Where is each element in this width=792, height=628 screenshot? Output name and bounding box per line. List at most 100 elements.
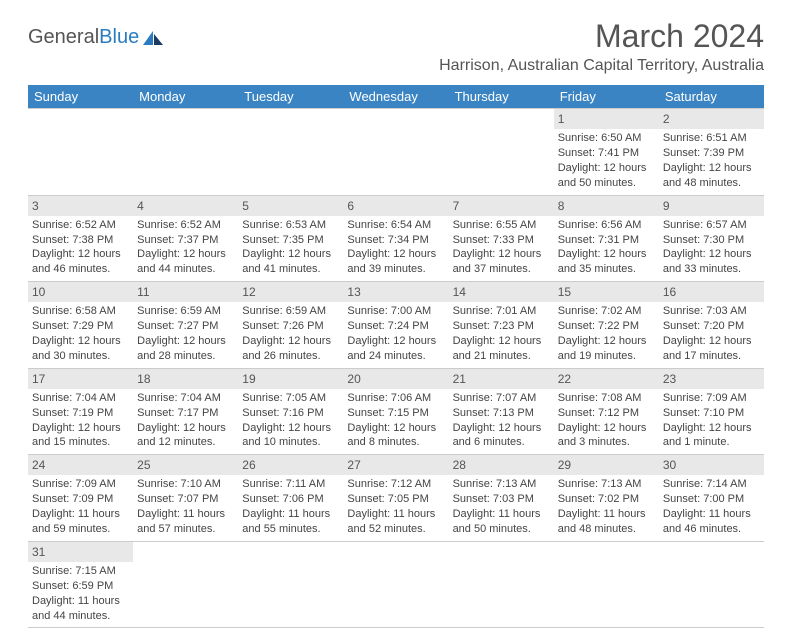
brand-logo: GeneralBlue — [28, 26, 165, 49]
day-number: 28 — [449, 455, 554, 475]
brand-text: GeneralBlue — [28, 26, 139, 49]
day-detail-line: Daylight: 12 hours — [663, 161, 760, 176]
day-detail-line: Sunset: 7:22 PM — [558, 319, 655, 334]
day-detail-line: Sunrise: 7:12 AM — [347, 477, 444, 492]
calendar-body: 1Sunrise: 6:50 AMSunset: 7:41 PMDaylight… — [28, 109, 764, 628]
day-detail-line: Sunrise: 7:13 AM — [453, 477, 550, 492]
day-detail-line: Daylight: 11 hours — [242, 507, 339, 522]
title-block: March 2024 Harrison, Australian Capital … — [439, 18, 764, 75]
day-of-week-header: Wednesday — [343, 85, 448, 109]
calendar-day-cell: 10 Sunrise: 6:58 AMSunset: 7:29 PMDayligh… — [28, 282, 133, 369]
day-detail-line: Sunrise: 7:04 AM — [32, 391, 129, 406]
day-detail-line: Sunset: 7:07 PM — [137, 492, 234, 507]
day-detail-line: and 8 minutes. — [347, 435, 444, 450]
calendar-week-row: 24Sunrise: 7:09 AMSunset: 7:09 PMDayligh… — [28, 455, 764, 542]
calendar-day-cell: 4Sunrise: 6:52 AMSunset: 7:37 PMDaylight… — [133, 195, 238, 282]
day-detail-line: Sunrise: 7:06 AM — [347, 391, 444, 406]
day-detail-line: Sunrise: 6:55 AM — [453, 218, 550, 233]
day-number: 14 — [449, 282, 554, 302]
day-detail-line: Daylight: 11 hours — [137, 507, 234, 522]
day-number — [554, 542, 659, 562]
day-detail-line: Daylight: 12 hours — [347, 247, 444, 262]
day-detail-line: Sunset: 7:10 PM — [663, 406, 760, 421]
calendar-table: SundayMondayTuesdayWednesdayThursdayFrid… — [28, 85, 764, 628]
day-detail-line: Sunset: 7:27 PM — [137, 319, 234, 334]
calendar-day-cell — [133, 541, 238, 628]
day-detail-line: and 17 minutes. — [663, 349, 760, 364]
day-detail-line: and 33 minutes. — [663, 262, 760, 277]
brand-part2: Blue — [99, 26, 139, 48]
calendar-day-cell — [449, 541, 554, 628]
sail-icon — [141, 29, 165, 47]
day-detail-line: and 37 minutes. — [453, 262, 550, 277]
day-detail-line: Daylight: 11 hours — [663, 507, 760, 522]
calendar-day-cell: 5Sunrise: 6:53 AMSunset: 7:35 PMDaylight… — [238, 195, 343, 282]
day-number — [238, 109, 343, 129]
day-detail-line: Sunset: 7:29 PM — [32, 319, 129, 334]
day-number — [449, 542, 554, 562]
day-number: 13 — [343, 282, 448, 302]
day-detail-line: Sunrise: 6:59 AM — [137, 304, 234, 319]
day-detail-line: and 50 minutes. — [453, 522, 550, 537]
day-number — [133, 542, 238, 562]
day-detail-line: Daylight: 12 hours — [558, 334, 655, 349]
day-of-week-header: Friday — [554, 85, 659, 109]
day-detail-line: and 6 minutes. — [453, 435, 550, 450]
day-number: 24 — [28, 455, 133, 475]
calendar-day-cell — [343, 109, 448, 196]
day-detail-line: Sunrise: 6:54 AM — [347, 218, 444, 233]
day-detail-line: Sunrise: 6:53 AM — [242, 218, 339, 233]
day-detail-line: and 59 minutes. — [32, 522, 129, 537]
day-detail-line: and 50 minutes. — [558, 176, 655, 191]
location: Harrison, Australian Capital Territory, … — [439, 57, 764, 75]
day-detail-line: and 46 minutes. — [32, 262, 129, 277]
day-of-week-header: Monday — [133, 85, 238, 109]
day-number: 17 — [28, 369, 133, 389]
day-number: 15 — [554, 282, 659, 302]
day-detail-line: Sunset: 7:00 PM — [663, 492, 760, 507]
calendar-day-cell: 6Sunrise: 6:54 AMSunset: 7:34 PMDaylight… — [343, 195, 448, 282]
day-detail-line: and 26 minutes. — [242, 349, 339, 364]
day-number: 30 — [659, 455, 764, 475]
day-of-week-row: SundayMondayTuesdayWednesdayThursdayFrid… — [28, 85, 764, 109]
day-detail-line: Daylight: 12 hours — [32, 334, 129, 349]
calendar-day-cell — [449, 109, 554, 196]
day-detail-line: Sunset: 7:13 PM — [453, 406, 550, 421]
calendar-day-cell: 13Sunrise: 7:00 AMSunset: 7:24 PMDayligh… — [343, 282, 448, 369]
day-number: 1 — [554, 109, 659, 129]
calendar-day-cell: 9Sunrise: 6:57 AMSunset: 7:30 PMDaylight… — [659, 195, 764, 282]
calendar-day-cell: 18Sunrise: 7:04 AMSunset: 7:17 PMDayligh… — [133, 368, 238, 455]
day-detail-line: Sunrise: 6:58 AM — [32, 304, 129, 319]
calendar-day-cell: 22Sunrise: 7:08 AMSunset: 7:12 PMDayligh… — [554, 368, 659, 455]
day-detail-line: Daylight: 12 hours — [558, 161, 655, 176]
calendar-day-cell: 19Sunrise: 7:05 AMSunset: 7:16 PMDayligh… — [238, 368, 343, 455]
day-detail-line: Sunrise: 7:10 AM — [137, 477, 234, 492]
calendar-day-cell — [238, 109, 343, 196]
calendar-day-cell: 28Sunrise: 7:13 AMSunset: 7:03 PMDayligh… — [449, 455, 554, 542]
day-detail-line: Sunrise: 6:59 AM — [242, 304, 339, 319]
calendar-day-cell: 16Sunrise: 7:03 AMSunset: 7:20 PMDayligh… — [659, 282, 764, 369]
calendar-day-cell: 29Sunrise: 7:13 AMSunset: 7:02 PMDayligh… — [554, 455, 659, 542]
day-number — [28, 109, 133, 129]
day-of-week-header: Tuesday — [238, 85, 343, 109]
day-detail-line: Sunrise: 7:05 AM — [242, 391, 339, 406]
day-detail-line: and 41 minutes. — [242, 262, 339, 277]
day-number: 20 — [343, 369, 448, 389]
day-detail-line: and 48 minutes. — [663, 176, 760, 191]
day-number — [343, 542, 448, 562]
day-detail-line: Sunrise: 7:01 AM — [453, 304, 550, 319]
day-number: 18 — [133, 369, 238, 389]
day-of-week-header: Sunday — [28, 85, 133, 109]
calendar-day-cell: 31Sunrise: 7:15 AMSunset: 6:59 PMDayligh… — [28, 541, 133, 628]
calendar-day-cell: 15Sunrise: 7:02 AMSunset: 7:22 PMDayligh… — [554, 282, 659, 369]
day-number: 29 — [554, 455, 659, 475]
day-detail-line: Sunset: 7:20 PM — [663, 319, 760, 334]
day-number: 10 — [28, 282, 133, 302]
calendar-day-cell: 27Sunrise: 7:12 AMSunset: 7:05 PMDayligh… — [343, 455, 448, 542]
day-detail-line: Daylight: 12 hours — [347, 334, 444, 349]
day-detail-line: Sunset: 7:03 PM — [453, 492, 550, 507]
day-detail-line: Sunrise: 7:08 AM — [558, 391, 655, 406]
day-number: 26 — [238, 455, 343, 475]
day-detail-line: Daylight: 12 hours — [32, 421, 129, 436]
calendar-day-cell: 20Sunrise: 7:06 AMSunset: 7:15 PMDayligh… — [343, 368, 448, 455]
